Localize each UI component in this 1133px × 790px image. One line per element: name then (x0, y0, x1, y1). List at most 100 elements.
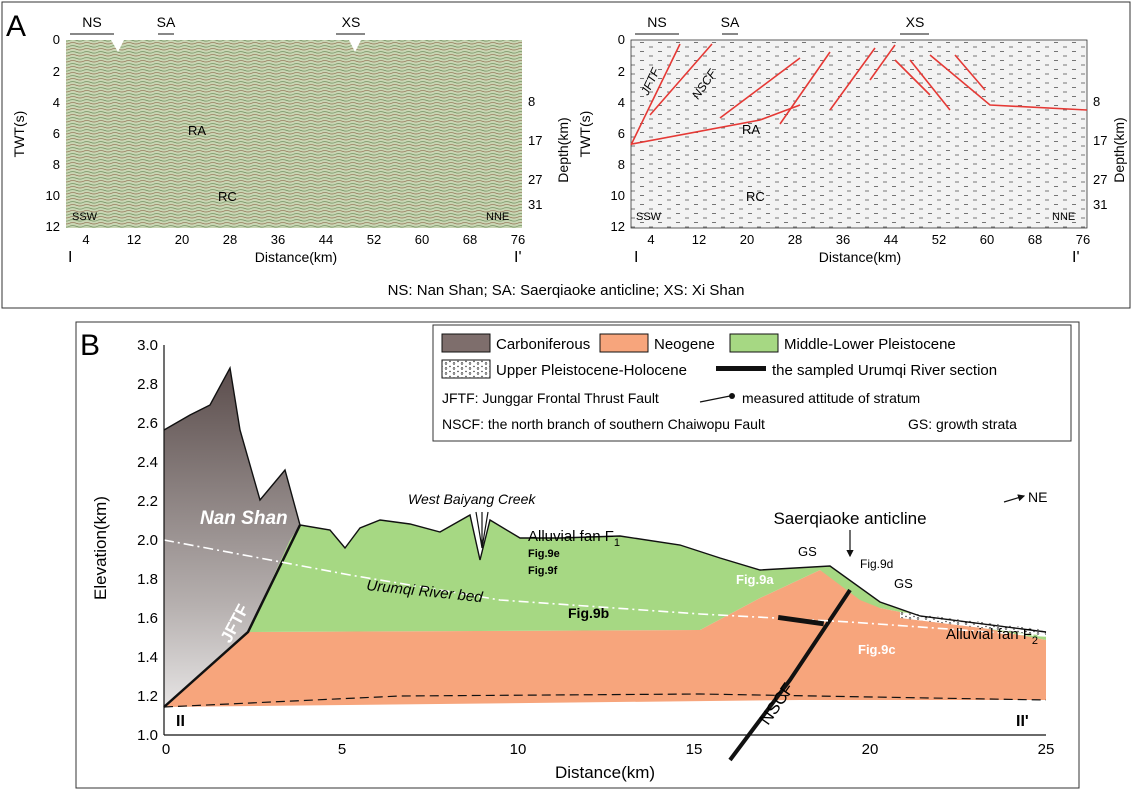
seismic-section-raw: 0 2 4 6 8 10 12 TWT(s) 8 17 27 31 Depth(… (11, 14, 571, 266)
interpretation-image (630, 39, 1088, 229)
tick-label: 0 (53, 32, 60, 47)
x-axis-label: Distance(km) (819, 249, 901, 265)
legend-attitude: measured attitude of stratum (742, 390, 920, 406)
tick-label: 17 (1093, 133, 1107, 148)
tick-label: 8 (1093, 94, 1100, 109)
tick-label: 17 (528, 133, 542, 148)
label-xs: XS (342, 14, 361, 30)
x-ticks: 4 12 20 28 36 44 52 60 68 76 (82, 232, 525, 247)
saerqiaoke-label: Saerqiaoke anticline (773, 509, 926, 528)
x-axis-label: Distance(km) (255, 249, 337, 265)
panel-b: B 1.0 1.2 1.4 1.6 1.8 2.0 2.2 2.4 2.6 2.… (75, 321, 1080, 789)
tick-label: 25 (1038, 741, 1055, 758)
end-left-label: I (634, 249, 638, 266)
b-x-axis-label: Distance(km) (555, 763, 655, 782)
west-baiyang-arrow (475, 511, 489, 549)
ne-label: NE (1028, 489, 1047, 505)
b-y-axis-label: Elevation(km) (91, 496, 110, 600)
fan-f2-label: Alluvial fan F2 (946, 626, 1038, 647)
right-y-ticks: 0 2 4 6 8 10 12 (611, 32, 625, 234)
legend-swatch-neogene (599, 333, 649, 353)
reflector-c-label: RC (218, 189, 237, 204)
legend-swatch-pleistocene (729, 333, 779, 353)
legend-swatch-sampled (716, 366, 766, 371)
gs-label-2: GS (894, 576, 913, 591)
tick-label: 3.0 (137, 337, 158, 354)
fan-f1-label: Alluvial fan F1 (528, 528, 620, 549)
end-left-label: I (68, 249, 72, 266)
nan-shan-label: Nan Shan (200, 508, 288, 529)
tick-label: 1.8 (137, 571, 158, 588)
tick-label: 12 (692, 232, 706, 247)
tick-label: 20 (175, 232, 189, 247)
legend-swatch-carboniferous (441, 333, 491, 353)
tick-label: 76 (1076, 232, 1090, 247)
reflector-a-label: RA (742, 122, 760, 137)
depth-axis-label: Depth(km) (1111, 117, 1127, 182)
nscf-fault-line (728, 588, 852, 762)
tick-label: 2 (53, 64, 60, 79)
tick-label: 60 (980, 232, 994, 247)
panel-a-letter: A (6, 10, 26, 43)
top-labels: NS SA XS (70, 14, 365, 35)
label-sa: SA (721, 14, 740, 30)
reflector-c-label: RC (746, 189, 765, 204)
legend-carboniferous: Carboniferous (496, 336, 590, 353)
legend-jftf: JFTF: Junggar Frontal Thrust Fault (442, 390, 659, 406)
x-ticks: 4 12 20 28 36 44 52 60 68 76 (647, 232, 1090, 247)
tick-label: 20 (862, 741, 879, 758)
legend-attitude-symbol (699, 395, 731, 403)
legend-pleistocene: Middle-Lower Pleistocene (784, 336, 956, 353)
tick-label: 12 (611, 219, 625, 234)
carboniferous-unit (164, 368, 300, 707)
tick-label: 2 (618, 64, 625, 79)
tick-label: 31 (1093, 197, 1107, 212)
seismic-section-interpreted: 0 2 4 6 8 10 12 TWT(s) 8 17 27 31 Depth(… (577, 14, 1127, 266)
y-axis-label: TWT(s) (577, 111, 593, 158)
tick-label: 36 (836, 232, 850, 247)
depth-ticks: 8 17 27 31 (1093, 94, 1107, 212)
label-xs: XS (906, 14, 925, 30)
tick-label: 2.0 (137, 532, 158, 549)
tick-label: 27 (528, 172, 542, 187)
legend-box: Carboniferous Neogene Middle-Lower Pleis… (432, 324, 1072, 442)
fig9d-label: Fig.9d (860, 557, 893, 571)
legend-gs: GS: growth strata (908, 416, 1017, 432)
tick-label: 68 (463, 232, 477, 247)
legend-nscf: NSCF: the north branch of southern Chaiw… (442, 416, 765, 432)
fig9b-label: Fig.9b (568, 605, 609, 621)
label-ns: NS (647, 14, 666, 30)
urumqi-river-bed (163, 539, 1047, 637)
label-sa: SA (157, 14, 176, 30)
tick-label: 15 (686, 741, 703, 758)
base-neogene-dashed (163, 693, 1047, 708)
panel-a: A 0 2 4 6 8 10 12 TWT(s) 8 17 27 31 Dept… (1, 1, 1131, 309)
west-baiyang-label: West Baiyang Creek (408, 491, 536, 507)
tick-label: 27 (1093, 172, 1107, 187)
tick-label: 2.2 (137, 493, 158, 510)
tick-label: 6 (53, 126, 60, 141)
tick-label: 1.2 (137, 688, 158, 705)
tick-label: 4 (82, 232, 89, 247)
tick-label: 6 (618, 126, 625, 141)
tick-label: 8 (528, 94, 535, 109)
pleistocene-unit (248, 515, 1046, 640)
tick-label: 0 (162, 741, 170, 758)
legend-holocene: Upper Pleistocene-Holocene (496, 362, 687, 379)
left-y-ticks: 0 2 4 6 8 10 12 (46, 32, 60, 234)
dir-left: SSW (636, 211, 662, 223)
neogene-unit (164, 570, 1046, 707)
tick-label: 5 (338, 741, 346, 758)
dir-right: NNE (486, 211, 509, 223)
end-left-label: II (176, 713, 185, 730)
tick-label: 68 (1028, 232, 1042, 247)
legend-sampled: the sampled Urumqi River section (772, 362, 997, 379)
legend-swatch-holocene (441, 359, 491, 379)
sampled-river-section (777, 614, 825, 627)
tick-label: 12 (46, 219, 60, 234)
b-y-ticks: 1.0 1.2 1.4 1.6 1.8 2.0 2.2 2.4 2.6 2.8 … (137, 337, 158, 744)
legend-attitude-dot (729, 393, 735, 399)
tick-label: 60 (415, 232, 429, 247)
y-axis-label: TWT(s) (11, 111, 27, 158)
